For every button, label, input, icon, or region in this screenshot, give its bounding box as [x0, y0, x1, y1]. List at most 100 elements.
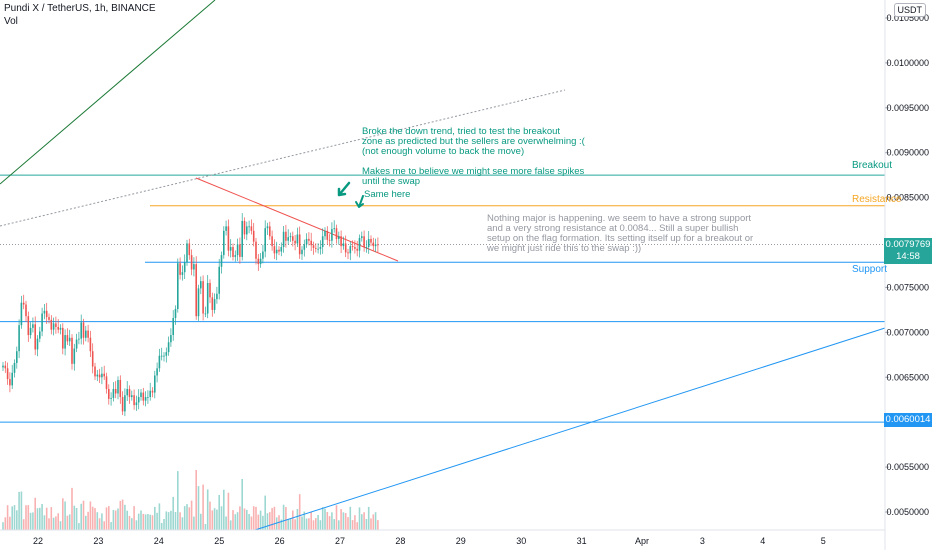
candle-body [108, 388, 110, 399]
volume-bar [80, 503, 82, 530]
volume-bar [22, 519, 25, 530]
x-tick-label: 27 [335, 536, 345, 546]
volume-bar [367, 506, 370, 530]
candle-body [338, 236, 340, 239]
volume-bar [133, 506, 135, 530]
candle-body [289, 236, 292, 238]
volume-bar [202, 484, 204, 530]
volume-bar [190, 500, 193, 530]
volume-bar [103, 521, 105, 530]
candle-body [59, 327, 62, 330]
volume-bar [29, 512, 32, 530]
breakout-level-label: Breakout [852, 160, 893, 171]
volume-indicator-label[interactable]: Vol [4, 16, 18, 27]
volume-bar [358, 507, 361, 530]
candle-body [13, 362, 16, 373]
candle-body [370, 238, 372, 243]
candle-body [174, 309, 177, 318]
support-level-label: Support [852, 264, 888, 275]
candle-body [234, 255, 237, 257]
volume-bar [64, 501, 66, 530]
x-tick-label: 4 [760, 536, 765, 546]
candle-body [296, 234, 299, 244]
candle-body [374, 244, 377, 247]
candle-body [361, 236, 363, 239]
candle-body [333, 228, 335, 230]
candle-body [354, 247, 356, 249]
volume-bar [347, 517, 349, 530]
candle-body [66, 335, 69, 342]
resistance-level-label: Resistance [852, 194, 902, 205]
x-tick-label: 31 [577, 536, 587, 546]
volume-bar [213, 508, 216, 530]
currency-badge[interactable]: USDT [893, 3, 926, 17]
candle-body [278, 249, 280, 252]
candle-body [36, 338, 39, 350]
volume-bar [41, 504, 43, 530]
volume-bar [137, 513, 140, 530]
volume-bar [172, 496, 174, 530]
volume-bar [114, 510, 117, 530]
volume-bar [183, 506, 186, 530]
volume-bar [165, 511, 168, 530]
candle-body [340, 236, 342, 247]
y-tick-label: 0.0075000 [886, 282, 929, 292]
volume-bar [310, 511, 312, 530]
candle-body [308, 238, 310, 241]
y-tick-label: 0.0100000 [886, 58, 929, 68]
candle-body [246, 226, 248, 235]
volume-bar [4, 517, 7, 530]
volume-bar [326, 512, 329, 530]
candle-body [181, 272, 184, 275]
candle-body [195, 264, 197, 317]
candle-body [172, 318, 174, 336]
candle-body [183, 262, 186, 273]
rising-support-line [254, 327, 886, 531]
candle-body [117, 379, 119, 394]
volume-bar [128, 515, 131, 530]
volume-bar [328, 516, 331, 530]
volume-bar [50, 507, 53, 530]
volume-bar [264, 495, 266, 530]
volume-bar [197, 486, 200, 530]
bar-countdown-tag: 14:58 [884, 250, 932, 264]
candle-body [18, 325, 20, 352]
candle-body [114, 388, 117, 394]
volume-bar [287, 519, 289, 530]
candle-body [50, 319, 53, 330]
candle-body [285, 231, 287, 241]
candle-body [126, 388, 128, 396]
volume-bar [234, 514, 237, 530]
candle-body [177, 263, 179, 310]
candle-body [158, 355, 161, 369]
candle-body [179, 263, 181, 275]
volume-bar [144, 514, 147, 530]
volume-bar [319, 520, 322, 530]
candle-body [4, 365, 7, 369]
candle-body [232, 247, 234, 257]
volume-bar [177, 471, 179, 530]
volume-bar [370, 518, 372, 530]
candle-body [64, 335, 66, 349]
volume-bar [55, 516, 57, 530]
volume-bar [89, 501, 92, 530]
candle-body [103, 373, 105, 377]
candle-body [223, 230, 225, 256]
candle-body [328, 239, 331, 241]
candle-body [52, 323, 55, 330]
candle-body [11, 372, 13, 386]
trend-drawings [0, 0, 886, 531]
volume-bar [135, 520, 138, 530]
candle-body [32, 324, 34, 328]
y-tick-label: 0.0065000 [886, 372, 929, 382]
volume-bar [188, 507, 191, 530]
candle-body [331, 229, 333, 241]
volume-bar [280, 519, 283, 530]
volume-bar [335, 505, 338, 530]
volume-bar [354, 515, 356, 530]
volume-bar [101, 513, 103, 530]
volume-bar [151, 515, 154, 530]
x-tick-label: 28 [395, 536, 405, 546]
